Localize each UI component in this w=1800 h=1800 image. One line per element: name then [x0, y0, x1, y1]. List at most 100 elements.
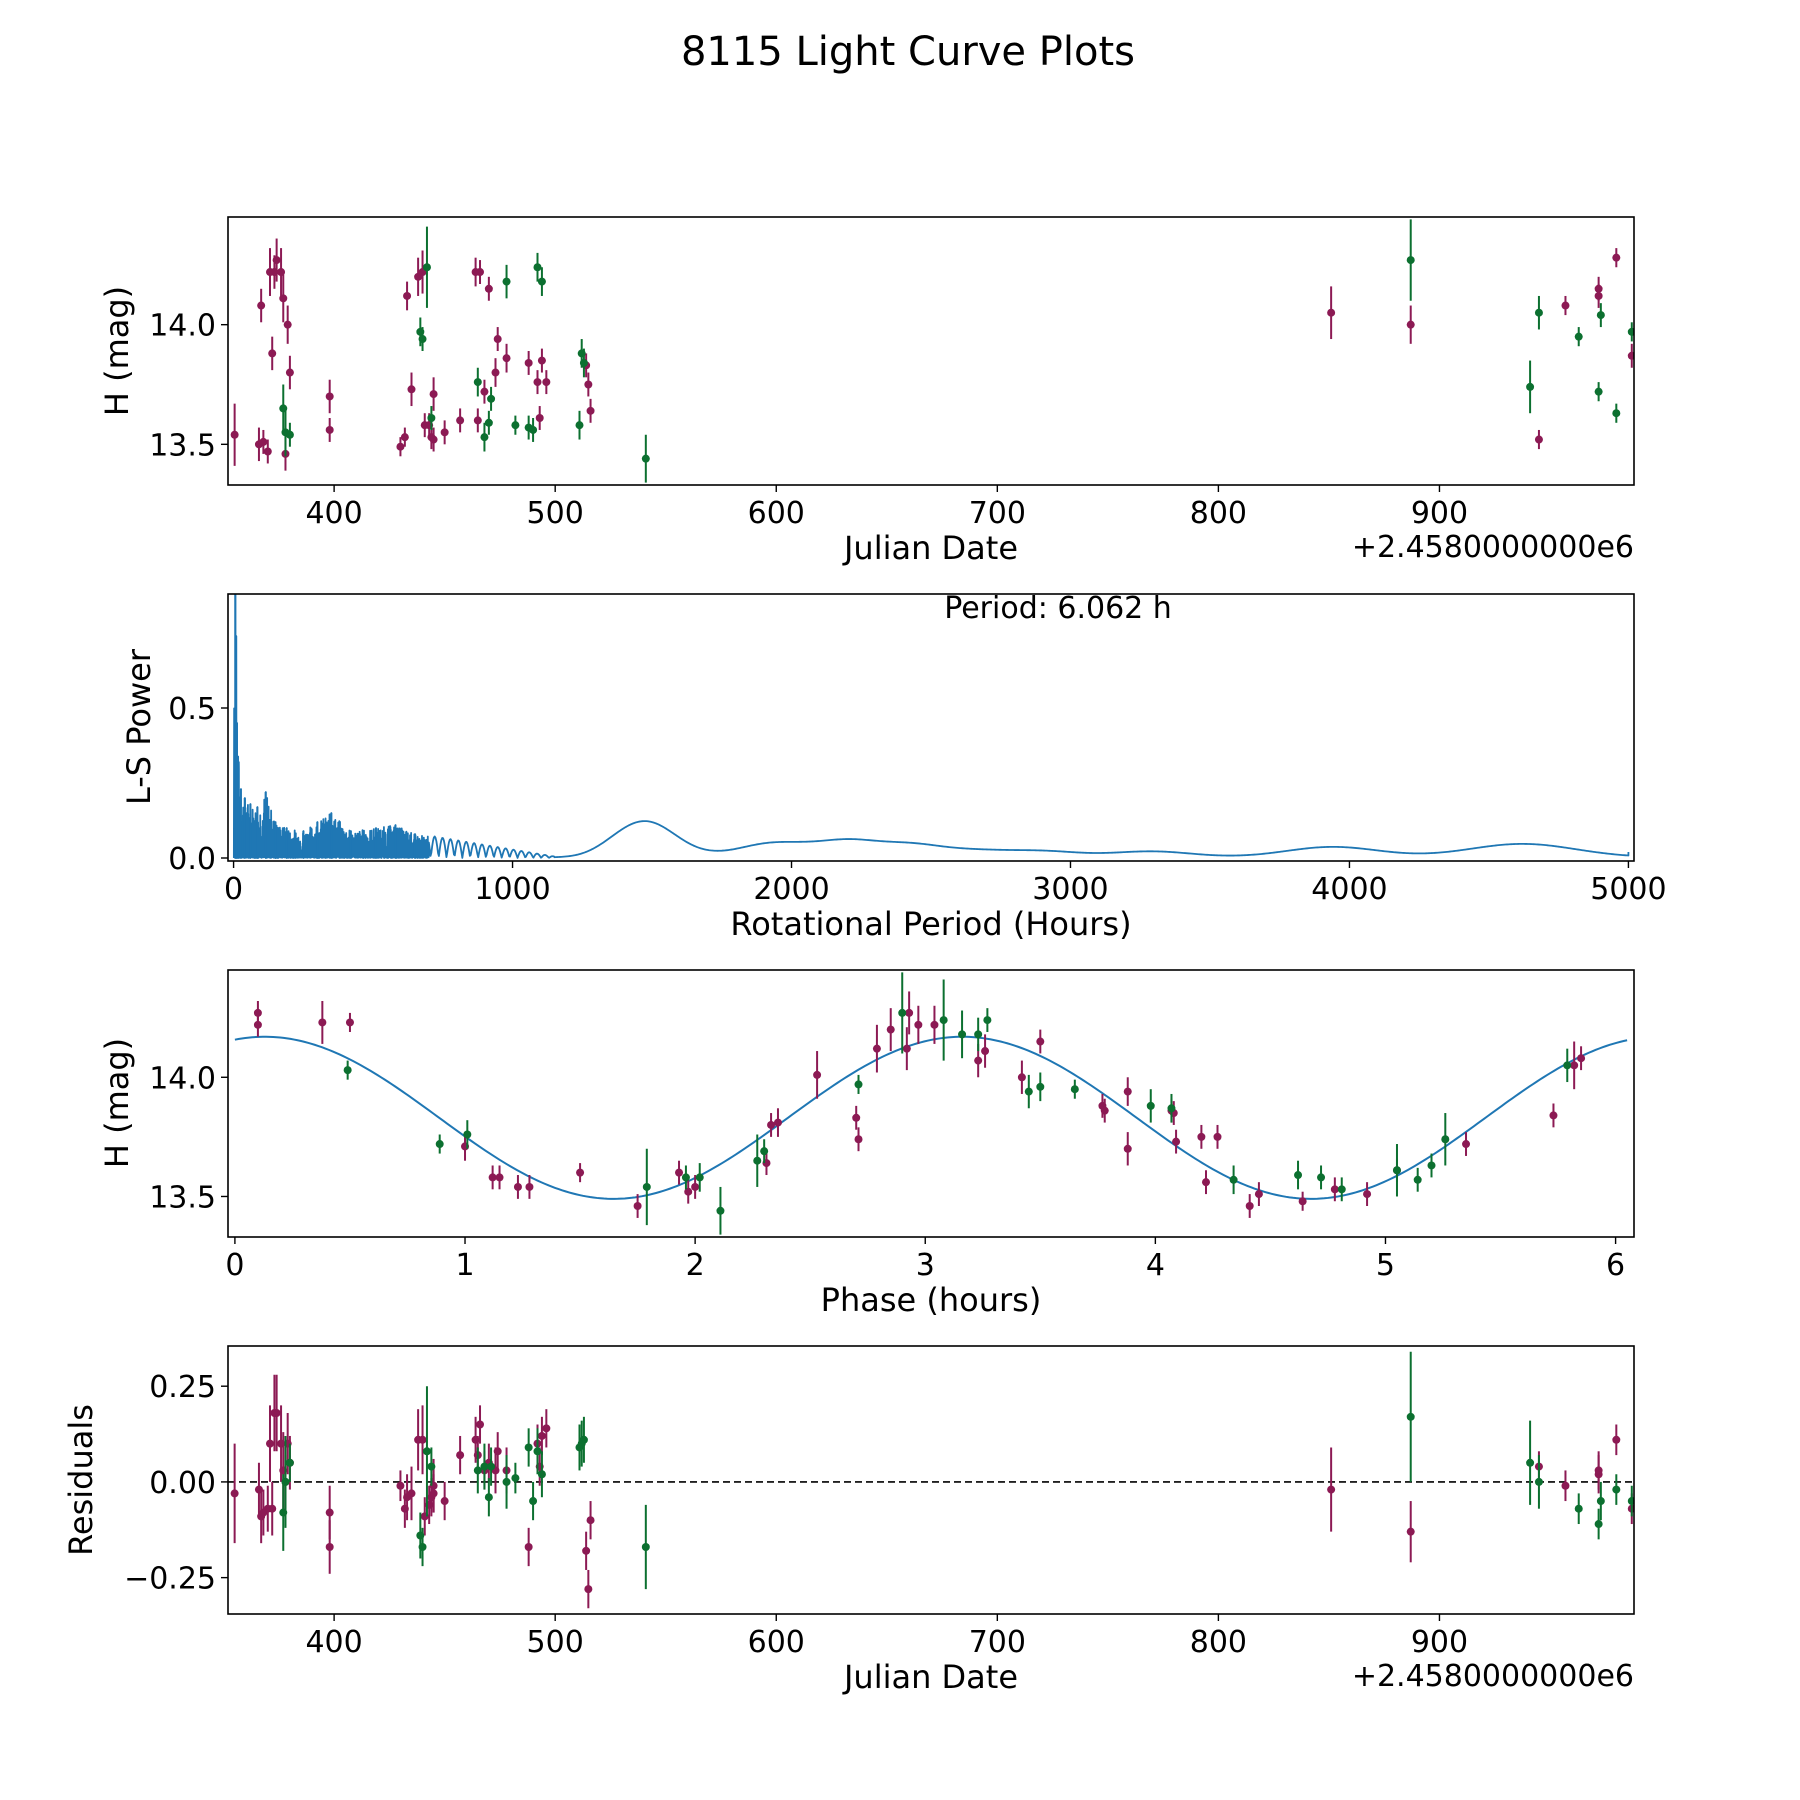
point-marker [579, 358, 588, 367]
point-marker [487, 1462, 496, 1471]
point-marker [641, 1543, 650, 1551]
red-data-point [1534, 429, 1543, 450]
green-data-point [641, 434, 650, 483]
point-marker [760, 1147, 769, 1156]
point-marker [529, 1497, 538, 1506]
point-marker [1549, 1111, 1558, 1120]
green-data-point [484, 410, 493, 435]
point-marker [493, 1447, 502, 1456]
green-data-point [473, 1447, 482, 1494]
period-annotation: Period: 6.062 h [944, 591, 1172, 626]
point-marker [1337, 1185, 1346, 1194]
red-data-point [1100, 1098, 1109, 1123]
point-marker [502, 354, 511, 363]
point-marker [1327, 308, 1336, 317]
point-marker [575, 421, 584, 430]
point-marker [542, 1424, 551, 1433]
point-marker [325, 1543, 334, 1551]
red-data-point [268, 336, 277, 371]
point-marker [1172, 1137, 1181, 1146]
red-data-point [1549, 1103, 1558, 1128]
red-data-point [1327, 1447, 1336, 1532]
point-marker [537, 356, 546, 365]
point-marker [767, 1120, 776, 1129]
red-data-point [476, 1405, 485, 1444]
point-marker [325, 392, 334, 401]
point-marker [886, 1025, 895, 1034]
point-marker [1574, 1504, 1583, 1513]
red-data-point [537, 348, 546, 373]
red-data-point [407, 372, 416, 407]
point-marker [1298, 1197, 1307, 1206]
red-data-point [493, 1432, 502, 1471]
red-data-point [533, 370, 542, 395]
point-marker [1594, 1466, 1603, 1475]
red-data-point [1036, 1029, 1045, 1054]
point-marker [1327, 1485, 1336, 1494]
point-marker [902, 1044, 911, 1053]
red-data-point [396, 1470, 405, 1502]
red-data-point [1612, 1424, 1621, 1456]
point-marker [1577, 1054, 1586, 1063]
x-offset-label: +2.4580000000e6 [1352, 530, 1634, 565]
x-tick-label: 400 [305, 1625, 362, 1660]
red-data-point [407, 1466, 416, 1521]
red-data-point [691, 1175, 700, 1199]
red-data-point [684, 1179, 693, 1204]
x-tick-label: 3000 [1032, 872, 1108, 907]
point-marker [586, 406, 595, 415]
point-marker [418, 1435, 427, 1444]
point-marker [427, 1462, 436, 1471]
point-marker [1100, 1106, 1109, 1115]
point-marker [456, 416, 465, 425]
red-data-point [854, 1127, 863, 1152]
point-marker [1627, 327, 1634, 336]
point-marker [641, 454, 650, 463]
red-data-point [513, 1175, 522, 1199]
x-tick-label: 0 [224, 872, 243, 907]
x-tick-label: 800 [1190, 1625, 1247, 1660]
green-data-point [418, 1527, 427, 1567]
red-data-point [1406, 1501, 1415, 1563]
red-data-point [1017, 1060, 1026, 1094]
red-data-point [418, 250, 427, 294]
red-data-point [418, 1405, 427, 1475]
panel-residuals: 400 500 600 700 800 900 0.25 0.00 −0.25 Julian D… [62, 1345, 1635, 1696]
green-data-point [511, 415, 520, 435]
point-marker [974, 1030, 983, 1039]
point-marker [511, 1474, 520, 1483]
y-tick-label: −0.25 [124, 1562, 216, 1597]
point-marker [716, 1206, 725, 1215]
red-data-point [480, 379, 489, 404]
point-marker [524, 1543, 533, 1551]
point-marker [1526, 1458, 1535, 1467]
point-marker [266, 1439, 275, 1448]
red-data-point [318, 1000, 327, 1044]
red-data-point [1327, 286, 1336, 340]
green-data-point [1146, 1089, 1155, 1123]
green-data-point [575, 410, 584, 440]
x-tick-label: 6 [1606, 1248, 1625, 1283]
plot-area [230, 219, 1634, 483]
point-marker [1427, 1161, 1436, 1170]
green-data-point [1596, 303, 1605, 328]
red-data-point [263, 439, 272, 464]
green-data-point [533, 252, 542, 282]
point-marker [400, 433, 409, 442]
green-data-point [1406, 1351, 1415, 1482]
point-marker [537, 1431, 546, 1440]
x-tick-label: 400 [305, 496, 362, 531]
x-tick-label: 500 [527, 1625, 584, 1660]
green-data-point [343, 1060, 352, 1080]
point-marker [1534, 435, 1543, 444]
point-marker [1574, 332, 1583, 341]
point-marker [429, 1489, 438, 1498]
point-marker [1612, 1435, 1621, 1444]
point-marker [1036, 1082, 1045, 1091]
x-tick-label: 5 [1376, 1248, 1395, 1283]
red-data-point [440, 1481, 449, 1521]
red-data-point [633, 1194, 642, 1218]
point-marker [257, 301, 266, 310]
red-data-point [1570, 1041, 1579, 1090]
green-data-point [898, 972, 907, 1054]
